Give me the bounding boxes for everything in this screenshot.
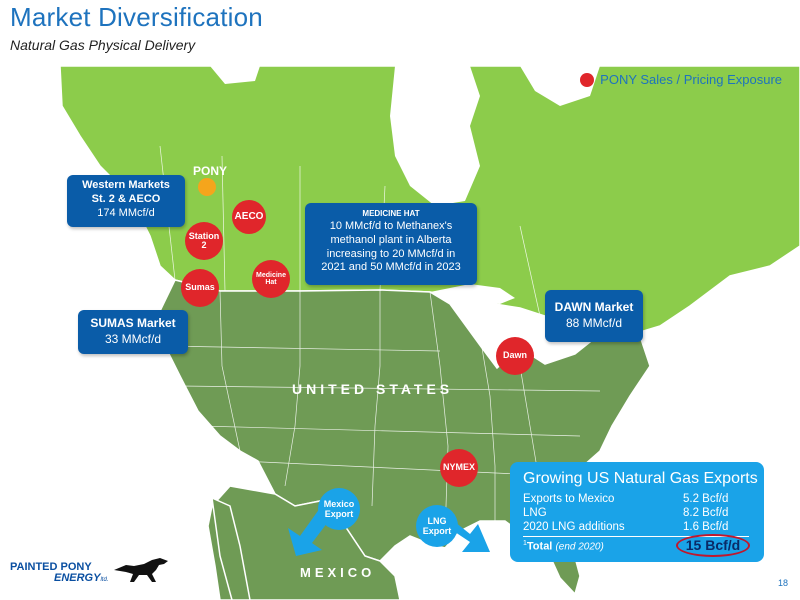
great-lakes: [430, 284, 600, 368]
lng-export-bubble: LNG Export: [416, 505, 458, 547]
legend-label: PONY Sales / Pricing Exposure: [600, 72, 782, 87]
marker-nymex: NYMEX: [440, 449, 478, 487]
marker-medicine-hat: Medicine Hat: [252, 260, 290, 298]
label-united-states: UNITED STATES: [292, 381, 454, 397]
exports-total-value: 15 Bcf/d: [676, 534, 750, 557]
page-title: Market Diversification: [10, 2, 263, 32]
exports-panel-title: Growing US Natural Gas Exports: [523, 470, 758, 487]
horse-icon: [114, 558, 169, 582]
exports-row: Exports to Mexico 5.2 Bcf/d: [523, 493, 729, 505]
state-borders: [164, 290, 601, 537]
exports-row: LNG 8.2 Bcf/d: [523, 507, 729, 519]
mexico-export-bubble: Mexico Export: [318, 488, 360, 530]
marker-aeco: AECO: [232, 200, 266, 234]
marker-station-2: Station 2: [185, 222, 223, 260]
legend: PONY Sales / Pricing Exposure: [580, 72, 782, 87]
pony-marker: [198, 178, 216, 196]
pony-label: PONY: [193, 164, 228, 178]
callout-western-markets: Western Markets St. 2 & AECO 174 MMcf/d: [67, 175, 185, 227]
exports-row: 2020 LNG additions 1.6 Bcf/d: [523, 521, 729, 533]
hudson-bay: [390, 66, 480, 206]
callout-dawn-market: DAWN Market 88 MMcf/d: [545, 290, 643, 342]
callout-medicine-hat: MEDICINE HAT 10 MMcf/d to Methanex's met…: [305, 203, 477, 285]
marker-sumas: Sumas: [181, 269, 219, 307]
label-mexico: MEXICO: [300, 565, 376, 580]
exports-total-row: 1Total (end 2020): [523, 540, 604, 553]
legend-marker-icon: [580, 72, 595, 87]
exports-total-divider: [523, 536, 749, 537]
painted-pony-logo: PAINTED PONY ENERGYltd.: [10, 556, 170, 584]
marker-dawn: Dawn: [496, 337, 534, 375]
baja-california: [211, 496, 251, 600]
lng-export-arrow: [452, 522, 490, 552]
page-number: 18: [777, 578, 788, 588]
us-exports-panel: Growing US Natural Gas Exports Exports t…: [510, 462, 764, 562]
callout-sumas-market: SUMAS Market 33 MMcf/d: [78, 310, 188, 354]
page-subtitle: Natural Gas Physical Delivery: [10, 37, 196, 53]
